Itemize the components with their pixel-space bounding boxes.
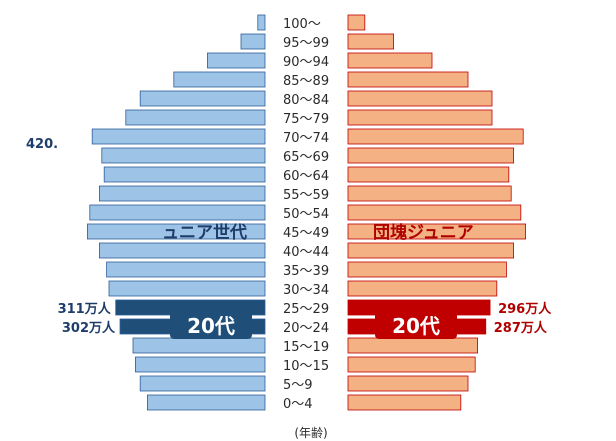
right-bar-20 [347,14,366,31]
age-label-17: 85～89 [283,74,329,89]
left-bar-3 [132,337,266,354]
left-bar-16 [139,90,266,107]
age-label-2: 10～15 [283,359,329,374]
right-bar-3 [347,337,479,354]
left-bar-0 [146,394,266,411]
age-label-6: 30～34 [283,283,329,298]
left-bar-8 [99,242,266,259]
right-bar-18 [347,52,433,69]
value-label-right-4: 287万人 [494,320,548,336]
left-bar-15 [125,109,266,126]
left-generation-label: ュニア世代 [162,222,247,243]
value-labels: 311万人 302万人 296万人 287万人 [58,301,553,336]
value-label-left-4: 302万人 [62,320,116,336]
right-bar-0 [347,394,462,411]
age-label-4: 20～24 [283,321,329,336]
age-label-0: 0～4 [283,397,313,412]
age-label-20: 100～ [283,17,321,32]
right-bar-9 [347,223,527,240]
left-bar-1 [139,375,266,392]
age-label-18: 90～94 [283,55,329,70]
right-bar-11 [347,185,512,202]
right-bar-1 [347,375,469,392]
age-label-3: 15～19 [283,340,329,355]
left-bar-9 [87,223,266,240]
right-bar-12 [347,166,510,183]
right-bar-7 [347,261,507,278]
right-20s-badge: 20代 [392,314,440,338]
right-bar-16 [347,90,493,107]
left-bar-12 [103,166,266,183]
left-bar-18 [206,52,266,69]
left-bar-17 [173,71,266,88]
right-bar-13 [347,147,515,164]
age-label-15: 75～79 [283,112,329,127]
left-bar-11 [99,185,266,202]
left-partial-value-label: 420. [26,137,58,152]
age-label-8: 40～44 [283,245,329,260]
age-label-1: 5～9 [283,378,313,393]
age-label-13: 65～69 [283,150,329,165]
right-bar-19 [347,33,394,50]
age-axis-unit: (年齢) [294,425,327,440]
age-label-10: 50～54 [283,207,329,222]
age-label-9: 45～49 [283,226,329,241]
age-label-11: 55～59 [283,188,329,203]
age-label-19: 95～99 [283,36,329,51]
age-label-5: 25～29 [283,302,329,317]
age-labels: 0～4 5～9 10～15 15～19 20～24 25～29 30～34 35～39 40～4… [283,17,329,412]
left-bars [87,14,266,411]
left-20s-badge-box [170,311,252,339]
age-label-7: 35～39 [283,264,329,279]
right-bar-6 [347,280,498,297]
age-label-16: 80～84 [283,93,329,108]
left-bar-2 [134,356,266,373]
right-bar-15 [347,109,493,126]
right-bar-14 [347,128,524,145]
right-bar-10 [347,204,522,221]
age-label-12: 60～64 [283,169,329,184]
right-20s-badge-box [375,311,457,339]
age-label-14: 70～74 [283,131,329,146]
left-bar-10 [89,204,266,221]
left-bar-19 [240,33,266,50]
right-bar-17 [347,71,469,88]
left-20s-badge: 20代 [187,314,235,338]
right-generation-label: 団塊ジュニア [373,222,474,243]
left-bar-7 [106,261,266,278]
value-label-left-5: 311万人 [58,301,112,317]
left-bar-20 [257,14,266,31]
right-bar-8 [347,242,515,259]
right-bar-2 [347,356,476,373]
left-bar-13 [101,147,266,164]
left-bar-14 [91,128,266,145]
left-bar-6 [108,280,266,297]
value-label-right-5: 296万人 [498,301,552,317]
right-bars [347,14,527,411]
